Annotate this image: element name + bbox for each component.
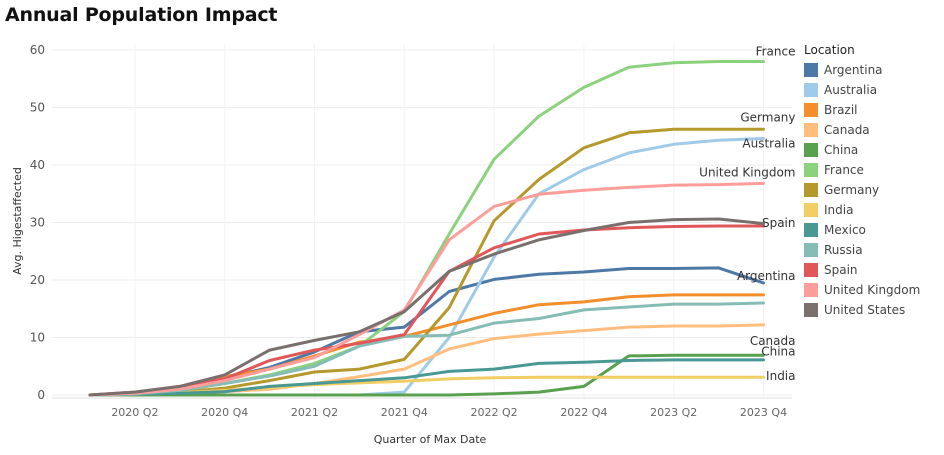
legend-title: Location (804, 43, 855, 57)
legend-item[interactable]: United States (804, 300, 940, 320)
x-tick-label: 2023 Q2 (650, 406, 697, 419)
y-tick-label: 40 (30, 158, 45, 172)
y-tick-label: 20 (30, 273, 45, 287)
legend-item[interactable]: France (804, 160, 940, 180)
legend-item[interactable]: Germany (804, 180, 940, 200)
x-tick-label: 2021 Q4 (381, 406, 428, 419)
x-tick-label: 2020 Q4 (201, 406, 248, 419)
y-tick-label: 50 (30, 101, 45, 115)
x-tick-label: 2021 Q2 (291, 406, 338, 419)
legend-swatch (804, 103, 818, 117)
legend-swatch (804, 123, 818, 137)
legend-item[interactable]: Argentina (804, 60, 940, 80)
x-tick-label: 2020 Q2 (111, 406, 158, 419)
legend-label: Canada (824, 123, 870, 137)
x-tick-label: 2022 Q4 (560, 406, 607, 419)
end-label-india: India (766, 369, 795, 383)
legend-swatch (804, 203, 818, 217)
series-line-spain[interactable] (88, 224, 765, 397)
legend-label: Argentina (824, 63, 883, 77)
chart-title: Annual Population Impact (5, 4, 278, 26)
y-tick-label: 30 (30, 216, 45, 230)
legend-swatch (804, 83, 818, 97)
legend: Location Argentina Australia Brazil Canada C… (804, 43, 940, 320)
legend-label: Brazil (824, 103, 858, 117)
legend-label: Mexico (824, 223, 866, 237)
x-axis-label: Quarter of Max Date (374, 433, 487, 446)
legend-item[interactable]: United Kingdom (804, 280, 940, 300)
legend-label: United States (824, 303, 906, 317)
legend-label: India (824, 203, 854, 217)
legend-item[interactable]: Spain (804, 260, 940, 280)
end-label-canada: Canada (750, 334, 796, 348)
legend-label: Spain (824, 263, 858, 277)
legend-item[interactable]: Brazil (804, 100, 940, 120)
y-axis: 0 10 20 30 40 50 60 (30, 43, 45, 402)
legend-items: Argentina Australia Brazil Canada China Franc… (804, 60, 940, 320)
y-tick-label: 0 (37, 388, 45, 402)
legend-swatch (804, 243, 818, 257)
end-label-spain: Spain (762, 216, 796, 230)
y-tick-label: 10 (30, 331, 45, 345)
x-tick-label: 2023 Q4 (740, 406, 787, 419)
legend-label: France (824, 163, 864, 177)
legend-item[interactable]: India (804, 200, 940, 220)
series-line-china[interactable] (88, 353, 765, 397)
legend-label: United Kingdom (824, 283, 921, 297)
legend-label: Germany (824, 183, 880, 197)
legend-label: Russia (824, 243, 863, 257)
legend-swatch (804, 143, 818, 157)
legend-swatch (804, 283, 818, 297)
legend-swatch (804, 63, 818, 77)
series-line-united-states[interactable] (88, 217, 765, 397)
legend-label: China (824, 143, 859, 157)
series-lines (88, 60, 765, 397)
series-line-mexico[interactable] (88, 358, 765, 397)
legend-swatch (804, 303, 818, 317)
end-label-france: France (756, 45, 796, 59)
end-label-australia: Australia (742, 137, 795, 151)
y-tick-label: 60 (30, 43, 45, 57)
end-label-china: China (761, 344, 795, 358)
legend-swatch (804, 183, 818, 197)
y-axis-label: Avg. Higestaffected (11, 167, 24, 275)
x-tick-label: 2022 Q2 (471, 406, 518, 419)
series-line-russia[interactable] (88, 301, 765, 397)
legend-label: Australia (824, 83, 878, 97)
legend-item[interactable]: Russia (804, 240, 940, 260)
legend-item[interactable]: Canada (804, 120, 940, 140)
line-chart: 0 10 20 30 40 50 60 2020 Q2 2020 Q4 2021 Q2 2021 … (11, 43, 796, 446)
end-label-germany: Germany (740, 110, 795, 124)
series-line-united-kingdom[interactable] (88, 181, 765, 397)
legend-swatch (804, 263, 818, 277)
legend-item[interactable]: Australia (804, 80, 940, 100)
legend-item[interactable]: Mexico (804, 220, 940, 240)
end-label-united-kingdom: United Kingdom (699, 165, 795, 179)
legend-item[interactable]: China (804, 140, 940, 160)
end-label-argentina: Argentina (737, 269, 796, 283)
legend-swatch (804, 223, 818, 237)
x-axis: 2020 Q2 2020 Q4 2021 Q2 2021 Q4 2022 Q2 2022 … (52, 397, 792, 419)
legend-swatch (804, 163, 818, 177)
